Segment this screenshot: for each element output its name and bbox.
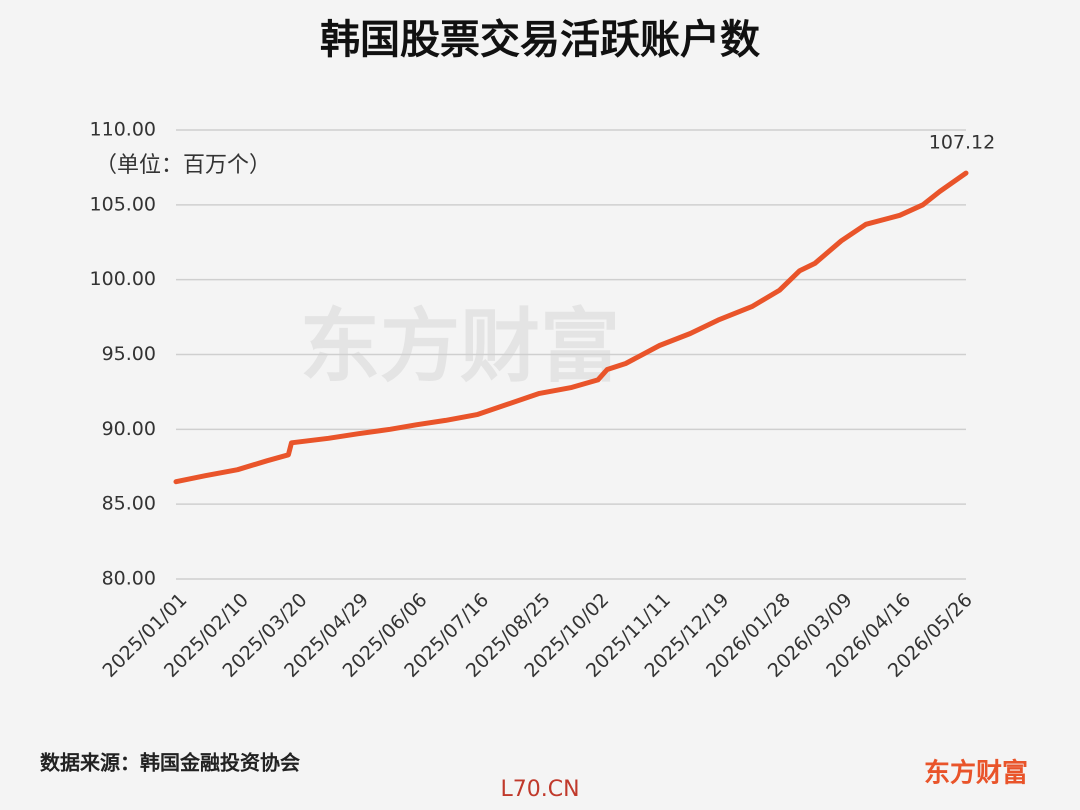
watermark: 东方财富 bbox=[300, 300, 620, 393]
y-tick-label: 90.00 bbox=[102, 418, 156, 440]
y-tick-label: 110.00 bbox=[90, 119, 156, 141]
line bbox=[173, 170, 969, 485]
end-label: 107.12 bbox=[929, 132, 995, 154]
y-tick-label: 85.00 bbox=[102, 493, 156, 515]
y-tick-label: 95.00 bbox=[102, 343, 156, 365]
y-tick-label: 80.00 bbox=[102, 568, 156, 590]
unit-label: （单位：百万个） bbox=[95, 153, 271, 178]
y-tick-label: 100.00 bbox=[90, 268, 156, 290]
brand-logo: 东方财富 bbox=[924, 758, 1028, 789]
source: 数据来源：韩国金融投资协会 bbox=[40, 751, 300, 775]
chart-title: 韩国股票交易活跃账户数 bbox=[320, 17, 760, 63]
y-tick-label: 105.00 bbox=[90, 193, 156, 215]
footer: L70.CN bbox=[500, 777, 579, 802]
